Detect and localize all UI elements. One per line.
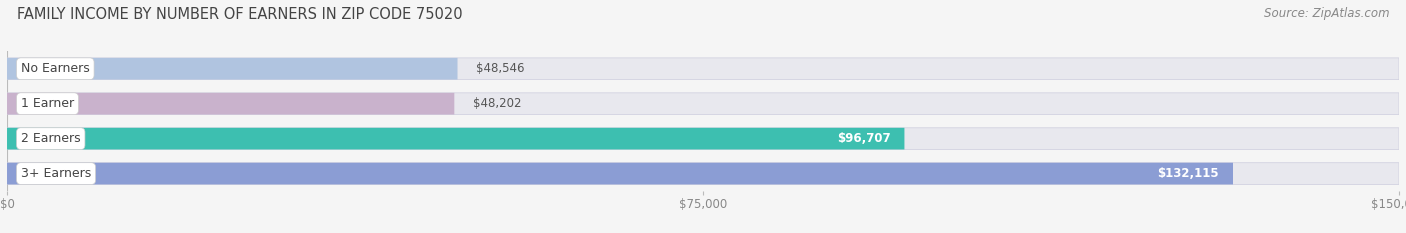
FancyBboxPatch shape xyxy=(7,58,1399,80)
FancyBboxPatch shape xyxy=(7,128,1399,150)
Text: 2 Earners: 2 Earners xyxy=(21,132,80,145)
FancyBboxPatch shape xyxy=(7,128,904,150)
Text: $96,707: $96,707 xyxy=(837,132,890,145)
Text: $132,115: $132,115 xyxy=(1157,167,1219,180)
Text: FAMILY INCOME BY NUMBER OF EARNERS IN ZIP CODE 75020: FAMILY INCOME BY NUMBER OF EARNERS IN ZI… xyxy=(17,7,463,22)
FancyBboxPatch shape xyxy=(7,58,457,80)
Text: 3+ Earners: 3+ Earners xyxy=(21,167,91,180)
FancyBboxPatch shape xyxy=(7,93,1399,115)
FancyBboxPatch shape xyxy=(7,163,1399,185)
Text: 1 Earner: 1 Earner xyxy=(21,97,75,110)
Text: Source: ZipAtlas.com: Source: ZipAtlas.com xyxy=(1264,7,1389,20)
Text: No Earners: No Earners xyxy=(21,62,90,75)
Text: $48,202: $48,202 xyxy=(472,97,522,110)
FancyBboxPatch shape xyxy=(7,163,1233,185)
Text: $48,546: $48,546 xyxy=(477,62,524,75)
FancyBboxPatch shape xyxy=(7,93,454,115)
